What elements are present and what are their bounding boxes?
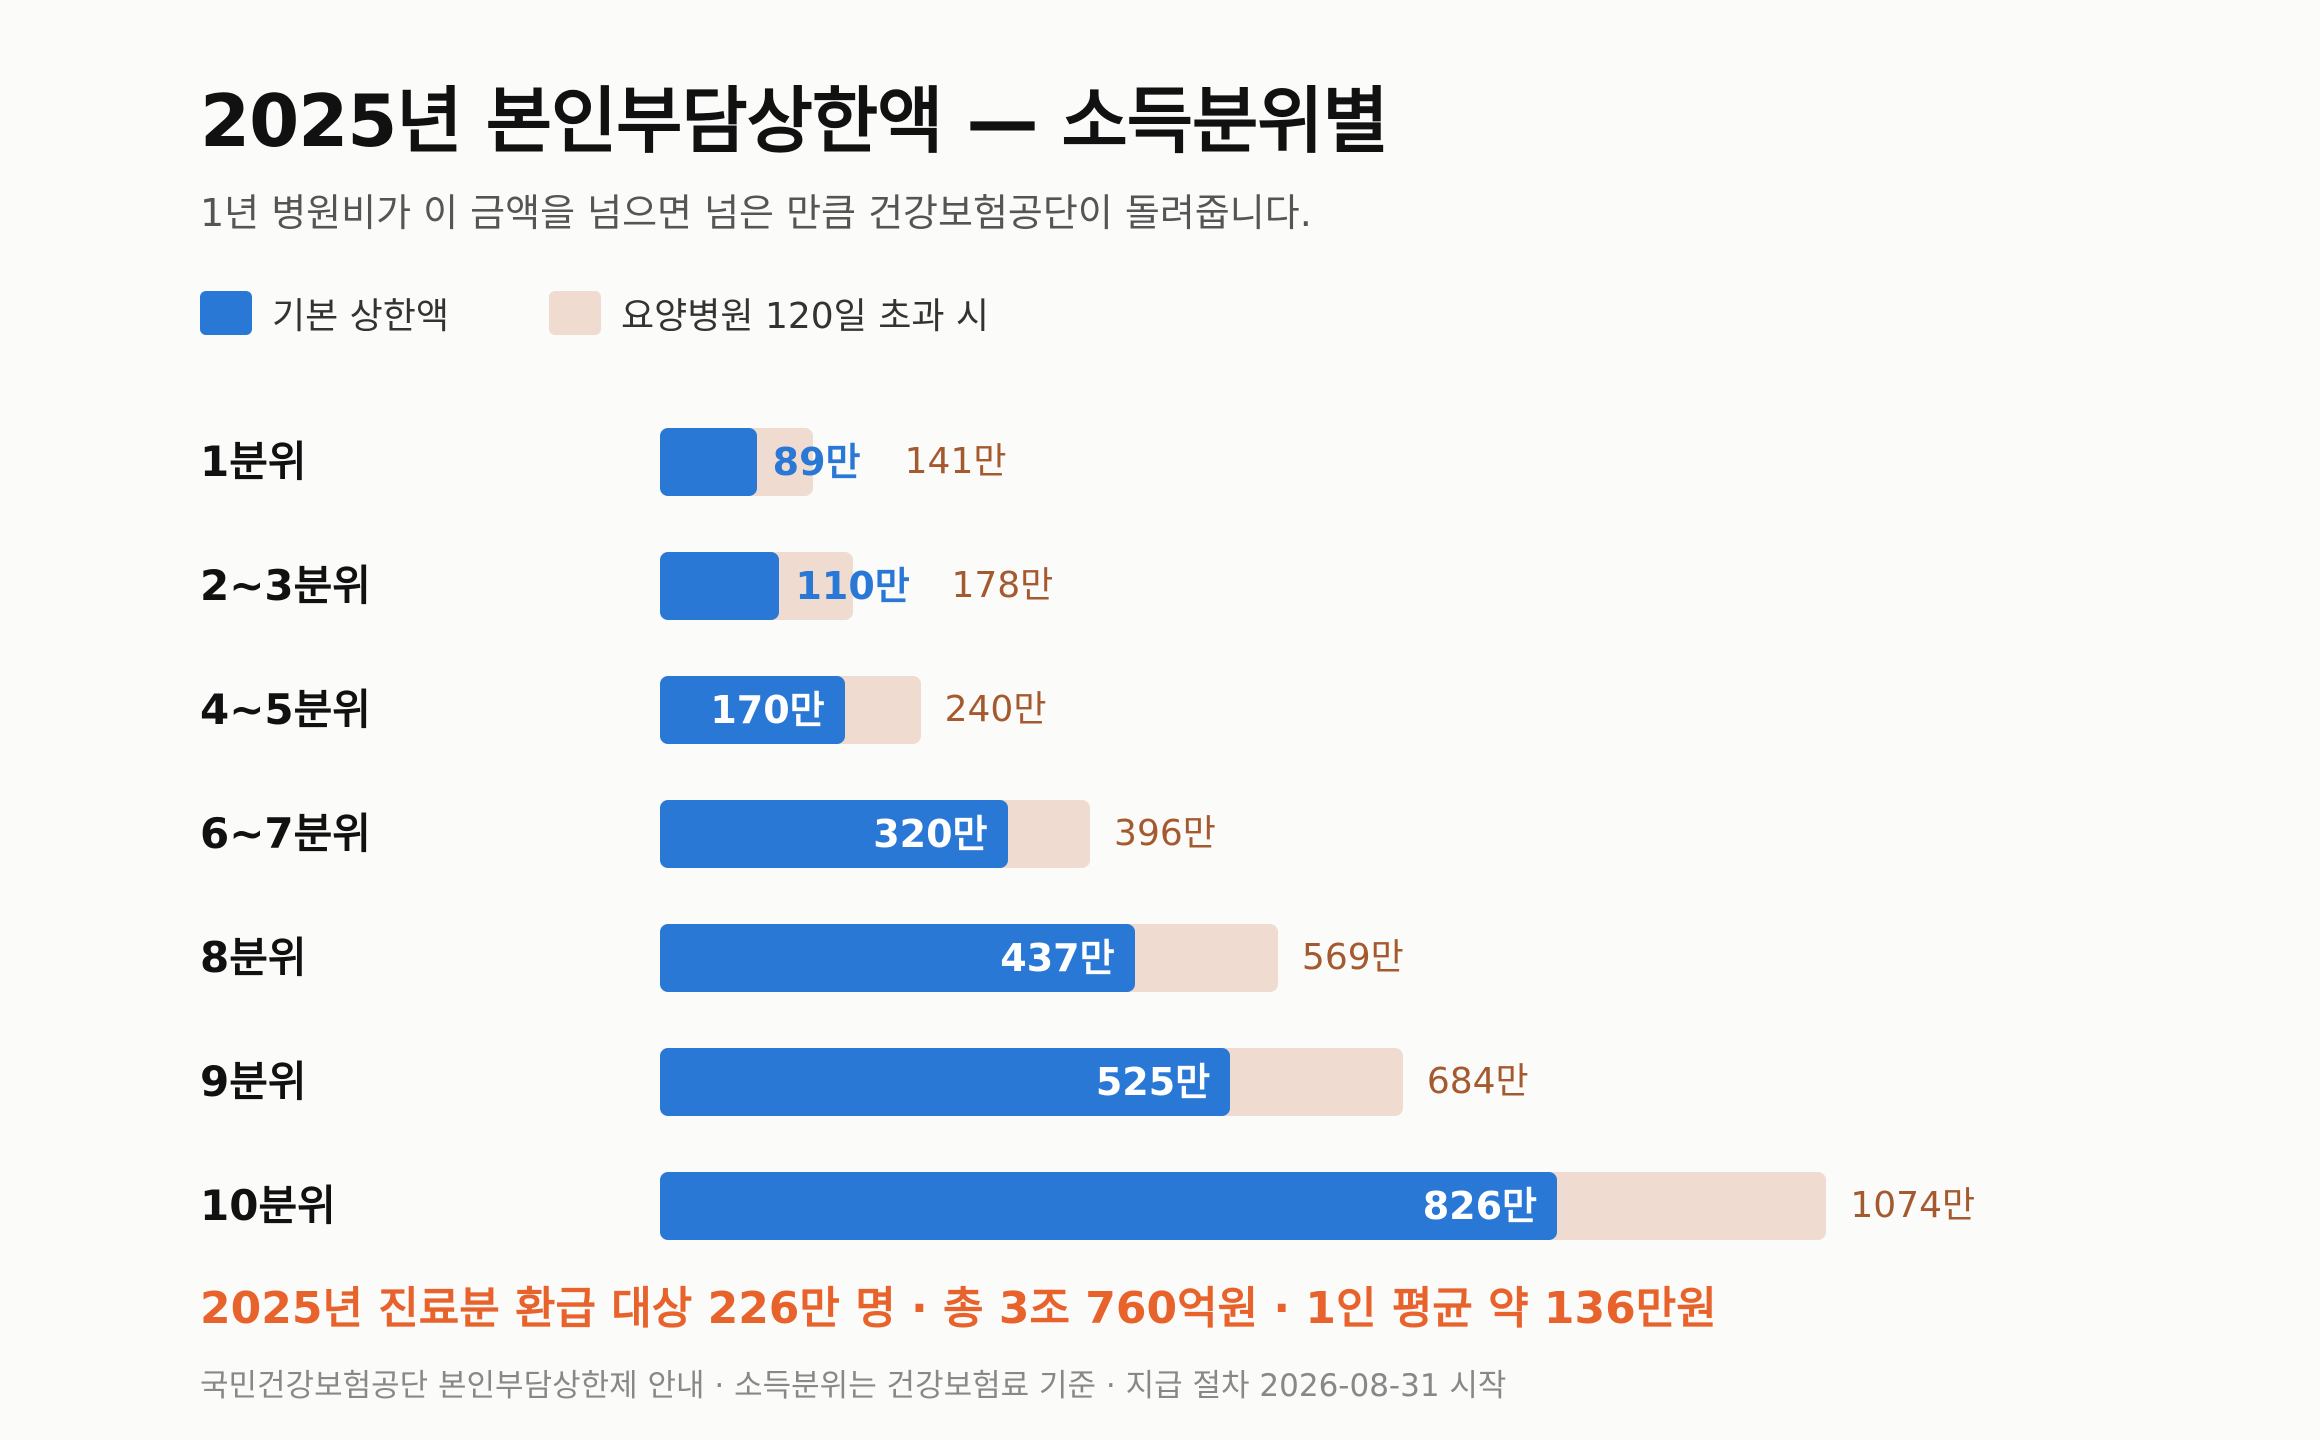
extended-value-label: 1074만 (1850, 1185, 1976, 1226)
base-value-label: 110만 (795, 564, 910, 608)
extended-value-label: 684만 (1426, 1061, 1529, 1102)
bar-extended (660, 1172, 1827, 1240)
base-value-label: 437만 (1000, 936, 1115, 980)
legend-item-base: 기본 상한액 (200, 287, 449, 339)
category-label: 8분위 (200, 933, 307, 982)
extended-value-label: 141만 (904, 441, 1007, 482)
base-value-label: 320만 (873, 812, 988, 856)
summary-text: 2025년 진료분 환급 대상 226만 명 · 총 3조 760억원 · 1인… (200, 1283, 1717, 1334)
legend-label-base: 기본 상한액 (272, 296, 450, 337)
bar-extended (660, 676, 921, 744)
category-label: 6~7분위 (200, 809, 371, 858)
category-label: 4~5분위 (200, 685, 371, 734)
base-value-label: 826만 (1422, 1184, 1538, 1228)
legend-swatch-extended (549, 291, 602, 335)
extended-value-label: 178만 (951, 565, 1054, 606)
bar-extended (660, 800, 1091, 868)
bar-extended (660, 552, 854, 620)
chart-title: 2025년 본인부담상한액 — 소득분위별 (200, 79, 1389, 163)
category-label: 10분위 (200, 1181, 336, 1230)
bar-base (660, 800, 1008, 868)
bar-base (660, 676, 845, 744)
category-label: 1분위 (200, 437, 307, 486)
extended-value-label: 240만 (944, 689, 1047, 730)
bar-base (660, 428, 757, 496)
base-value-label: 170만 (710, 688, 825, 732)
legend-item-extended: 요양병원 120일 초과 시 (549, 287, 989, 339)
bar-extended (660, 1048, 1403, 1116)
category-label: 9분위 (200, 1057, 307, 1106)
legend-swatch-base (200, 291, 252, 335)
bar-extended (660, 428, 814, 496)
bar-base (660, 552, 780, 620)
chart-subtitle: 1년 병원비가 이 금액을 넘으면 넘은 만큼 건강보험공단이 돌려줍니다. (200, 191, 1312, 235)
bar-base (660, 1048, 1231, 1116)
bar-base (660, 924, 1135, 992)
footnote-text: 국민건강보험공단 본인부담상한제 안내 · 소득분위는 건강보험료 기준 · 지… (200, 1368, 1507, 1404)
extended-value-label: 569만 (1301, 937, 1404, 978)
legend-label-extended: 요양병원 120일 초과 시 (621, 296, 990, 337)
extended-value-label: 396만 (1114, 813, 1216, 854)
chart-legend: 기본 상한액 요양병원 120일 초과 시 (200, 288, 1089, 338)
bar-base (660, 1172, 1558, 1240)
base-value-label: 525만 (1095, 1060, 1211, 1104)
bar-extended (660, 924, 1278, 992)
base-value-label: 89만 (772, 440, 861, 484)
category-label: 2~3분위 (200, 561, 371, 610)
